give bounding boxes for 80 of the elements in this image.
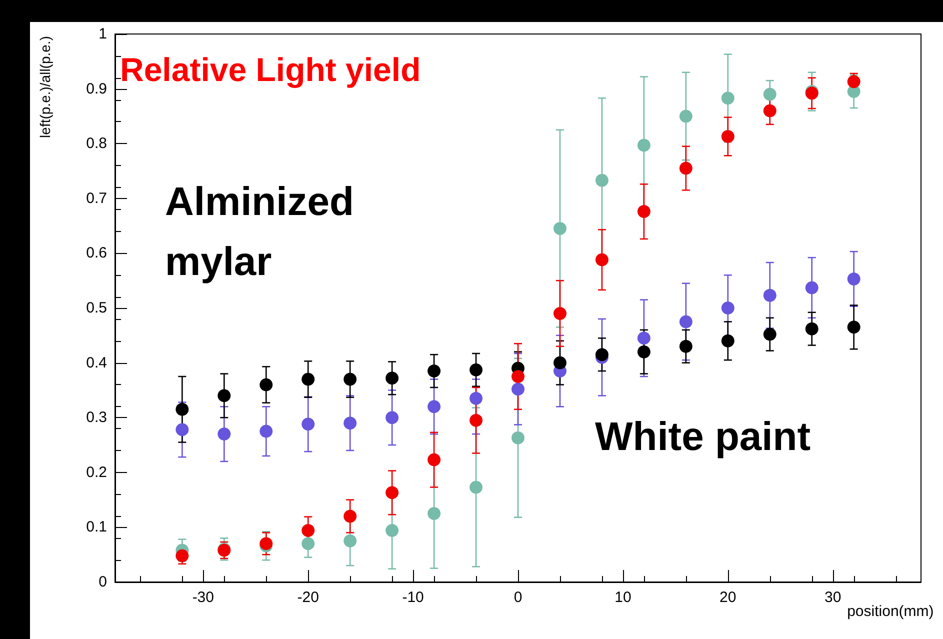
point bbox=[847, 75, 860, 88]
point bbox=[595, 348, 608, 362]
point bbox=[512, 370, 524, 383]
point bbox=[344, 510, 357, 523]
y-tick-label: 0.8 bbox=[86, 135, 107, 152]
point bbox=[553, 306, 566, 320]
point bbox=[679, 340, 692, 353]
point bbox=[302, 537, 315, 550]
point bbox=[218, 428, 231, 441]
point bbox=[763, 328, 776, 341]
point bbox=[344, 416, 357, 430]
point bbox=[470, 480, 483, 494]
point bbox=[344, 372, 357, 386]
point bbox=[470, 363, 483, 376]
y-tick-label: 0.2 bbox=[86, 464, 107, 481]
y-tick-label: 0.3 bbox=[86, 409, 107, 426]
point bbox=[386, 486, 399, 500]
point bbox=[302, 524, 315, 537]
y-tick-label: 0.9 bbox=[86, 80, 107, 98]
y-tick-label: 0 bbox=[98, 574, 107, 590]
point bbox=[512, 382, 524, 396]
y-axis-title: left(p.e.)/all(p.e.) bbox=[37, 36, 53, 138]
point bbox=[386, 524, 399, 537]
point bbox=[847, 320, 860, 334]
x-tick-label: 10 bbox=[614, 589, 632, 606]
y-tick-label: 0.1 bbox=[86, 518, 107, 536]
x-tick-label: -30 bbox=[192, 589, 214, 606]
y-tick-label: 0.7 bbox=[86, 190, 107, 207]
point bbox=[805, 281, 818, 294]
annotation: White paint bbox=[595, 415, 811, 459]
point bbox=[763, 88, 776, 101]
point bbox=[679, 162, 692, 175]
point bbox=[428, 400, 441, 414]
point bbox=[679, 110, 692, 123]
text: Relative Light yield bbox=[120, 51, 421, 88]
point bbox=[428, 507, 441, 520]
point bbox=[763, 288, 776, 302]
x-tick-label: -10 bbox=[402, 589, 424, 606]
point bbox=[470, 414, 483, 427]
point bbox=[176, 423, 189, 436]
point bbox=[428, 453, 441, 466]
point bbox=[553, 222, 566, 236]
point bbox=[176, 549, 189, 562]
point bbox=[637, 205, 650, 218]
point bbox=[470, 392, 483, 405]
y-tick-label: 0.5 bbox=[86, 300, 107, 316]
point bbox=[595, 253, 608, 266]
point bbox=[679, 315, 692, 328]
point bbox=[512, 431, 524, 444]
point bbox=[386, 411, 399, 424]
point bbox=[260, 378, 273, 392]
point bbox=[721, 130, 734, 143]
point bbox=[386, 372, 399, 385]
x-tick-label: 30 bbox=[824, 589, 842, 606]
point bbox=[218, 389, 231, 402]
point bbox=[176, 402, 189, 416]
point bbox=[553, 356, 566, 370]
point bbox=[637, 332, 650, 345]
point bbox=[721, 92, 734, 105]
annotation: Alminized mylar bbox=[165, 180, 354, 284]
point bbox=[260, 424, 273, 438]
point bbox=[637, 138, 650, 152]
point bbox=[302, 418, 315, 431]
x-tick-label: 20 bbox=[720, 589, 736, 606]
point bbox=[721, 302, 734, 314]
point bbox=[302, 372, 315, 386]
point bbox=[763, 104, 776, 118]
x-tick-label: 0 bbox=[514, 589, 522, 606]
y-tick-label: 0.4 bbox=[86, 354, 107, 372]
point bbox=[344, 534, 357, 548]
point bbox=[428, 364, 441, 378]
point bbox=[847, 272, 860, 286]
y-tick-label: 0.6 bbox=[86, 244, 107, 262]
x-axis-title: position(mm) bbox=[847, 603, 934, 620]
point bbox=[595, 174, 608, 187]
point bbox=[637, 345, 650, 358]
point bbox=[721, 334, 734, 348]
y-tick-label: 1 bbox=[98, 26, 107, 42]
point bbox=[805, 322, 818, 336]
x-tick-label: -20 bbox=[297, 589, 319, 606]
